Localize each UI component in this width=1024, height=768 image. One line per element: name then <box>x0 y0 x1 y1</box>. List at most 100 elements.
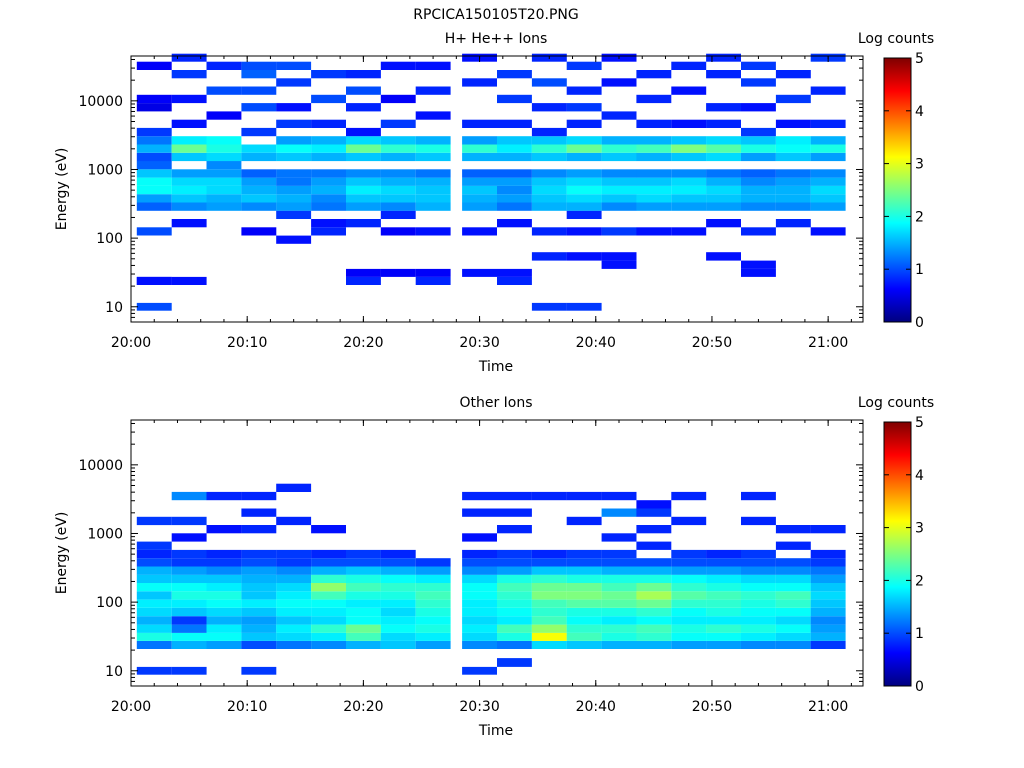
heatmap-cell <box>171 169 207 178</box>
panel-title: Other Ions <box>459 395 532 411</box>
heatmap-cell <box>636 541 672 550</box>
heatmap-cell <box>671 599 707 608</box>
heatmap-cell <box>462 119 497 128</box>
heatmap-cell <box>241 144 277 153</box>
heatmap-cell <box>171 616 207 625</box>
heatmap-cell <box>775 583 811 592</box>
heatmap-cell <box>601 144 637 153</box>
heatmap-cell <box>601 111 637 120</box>
heatmap-cell <box>531 624 567 633</box>
heatmap-cell <box>775 591 811 600</box>
heatmap-cell <box>566 144 602 153</box>
heatmap-cell <box>241 70 277 79</box>
heatmap-cell <box>346 152 381 162</box>
heatmap-cell <box>136 136 172 145</box>
heatmap-cell <box>601 574 637 583</box>
heatmap-cell <box>276 78 312 87</box>
heatmap-cell <box>241 607 277 617</box>
heatmap-cell <box>415 616 451 625</box>
heatmap-cell <box>706 53 741 62</box>
heatmap-cell <box>462 558 497 567</box>
heatmap-cell <box>171 177 207 186</box>
heatmap-cell <box>706 624 741 633</box>
heatmap-cell <box>741 127 776 137</box>
heatmap-cells <box>136 483 846 675</box>
heatmap-cell <box>671 624 707 633</box>
heatmap-cell <box>671 119 707 128</box>
heatmap-cell <box>497 144 532 153</box>
heatmap-cell <box>741 61 776 70</box>
heatmap-cell <box>171 185 207 195</box>
heatmap-cell <box>636 574 672 583</box>
heatmap-cell <box>206 558 242 567</box>
heatmap-cell <box>311 591 346 600</box>
heatmap-cell <box>601 533 637 542</box>
heatmap-cell <box>206 86 242 95</box>
heatmap-cell <box>566 549 602 559</box>
heatmap-cell <box>531 607 567 617</box>
heatmap-cell <box>462 599 497 608</box>
heatmap-cell <box>276 119 312 128</box>
heatmap-cell <box>531 640 567 649</box>
heatmap-cell <box>706 616 741 625</box>
heatmap-cell <box>810 136 846 145</box>
heatmap-cell <box>241 508 277 517</box>
heatmap-cell <box>136 276 172 285</box>
heatmap-cell <box>311 525 346 534</box>
heatmap-cell <box>566 177 602 186</box>
heatmap-cell <box>241 86 277 95</box>
heatmap-cell <box>311 599 346 608</box>
heatmap-cell <box>380 152 416 162</box>
x-axis-label: Time <box>478 359 513 375</box>
colorbar-scale <box>883 421 912 687</box>
heatmap-cell <box>810 624 846 633</box>
y-tick-label: 100 <box>96 595 123 611</box>
colorbar-tick-label: 5 <box>915 415 924 431</box>
heatmap-cell <box>531 103 567 112</box>
heatmap-cell <box>810 202 846 211</box>
heatmap-cell <box>810 185 846 195</box>
heatmap-cell <box>415 111 451 120</box>
heatmap-cell <box>671 591 707 600</box>
heatmap-cell <box>206 177 242 186</box>
heatmap-cell <box>276 210 312 219</box>
heatmap-cell <box>241 624 277 633</box>
x-tick-label: 20:50 <box>692 335 732 351</box>
heatmap-cell <box>415 227 451 236</box>
heatmap-cell <box>636 583 672 592</box>
heatmap-cell <box>136 541 172 550</box>
heatmap-cell <box>415 144 451 153</box>
heatmap-cell <box>566 185 602 195</box>
heatmap-cell <box>810 177 846 186</box>
heatmap-cell <box>346 599 381 608</box>
heatmap-cell <box>741 185 776 195</box>
heatmap-cell <box>636 177 672 186</box>
heatmap-cell <box>346 591 381 600</box>
x-tick-label: 20:40 <box>576 699 616 715</box>
heatmap-cell <box>706 136 741 145</box>
heatmap-cell <box>136 152 172 162</box>
heatmap-cell <box>241 566 277 575</box>
heatmap-cell <box>706 583 741 592</box>
y-tick-label: 10000 <box>78 94 123 110</box>
x-tick-label: 20:20 <box>343 699 383 715</box>
heatmap-cell <box>775 119 811 128</box>
heatmap-cell <box>380 169 416 178</box>
heatmap-cell <box>706 103 741 112</box>
heatmap-cell <box>531 632 567 641</box>
heatmap-cell <box>741 268 776 277</box>
heatmap-cell <box>566 491 602 501</box>
heatmap-cell <box>346 219 381 228</box>
heatmap-cell <box>741 516 776 526</box>
heatmap-cell <box>276 202 312 211</box>
heatmap-cell <box>636 185 672 195</box>
heatmap-cell <box>531 491 567 501</box>
heatmap-cell <box>566 640 602 649</box>
heatmap-cell <box>706 70 741 79</box>
heatmap-cell <box>810 574 846 583</box>
heatmap-cell <box>136 177 172 186</box>
heatmap-cell <box>415 591 451 600</box>
heatmap-cell <box>346 169 381 178</box>
heatmap-cell <box>636 227 672 236</box>
heatmap-cell <box>380 624 416 633</box>
